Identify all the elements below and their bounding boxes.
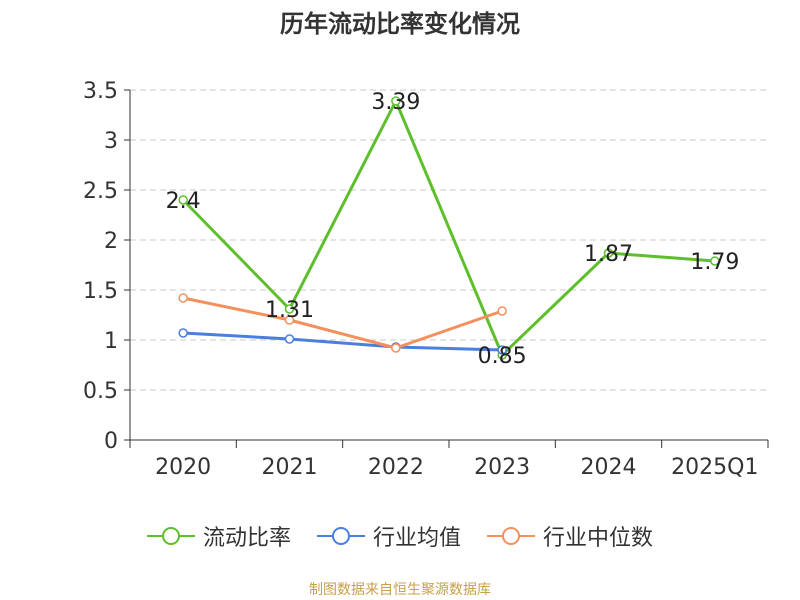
series-line-industry_avg: [183, 331, 503, 352]
data-point: [178, 328, 188, 338]
y-tick-label: 2: [104, 229, 118, 254]
x-tick-label: 2023: [474, 455, 530, 480]
y-tick-label: 3.5: [83, 79, 118, 104]
source-note: 制图数据来自恒生聚源数据库: [309, 582, 491, 598]
x-tick-label: 2021: [262, 455, 318, 480]
legend: 流动比率 行业均值 行业中位数: [0, 520, 800, 552]
data-point: [284, 304, 295, 314]
legend-label-industry-median: 行业中位数: [543, 526, 654, 551]
chart-title: 历年流动比率变化情况: [280, 10, 520, 38]
data-point: [284, 334, 295, 344]
legend-marker-industry-median: [487, 527, 535, 545]
y-tick-label: 1: [104, 329, 118, 354]
y-tick-label: 0: [104, 429, 118, 454]
series-line-industry_median: [182, 296, 503, 350]
data-label: 1.79: [690, 250, 739, 275]
y-tick-label: 0.5: [83, 379, 118, 404]
data-label: 1.31: [265, 298, 314, 323]
data-label: 2.4: [166, 189, 201, 214]
data-point: [603, 248, 614, 258]
data-point: [178, 195, 188, 205]
y-tick-label: 3: [104, 129, 118, 154]
series-line-current_ratio: [182, 99, 715, 357]
data-point: [284, 315, 295, 325]
data-point: [391, 96, 401, 106]
y-tick-label: 1.5: [83, 279, 118, 304]
legend-item-current-ratio[interactable]: 流动比率: [146, 520, 291, 552]
data-point: [497, 345, 507, 355]
x-tick-label: 2022: [368, 455, 424, 480]
legend-marker-industry-avg: [316, 527, 365, 545]
data-point: [497, 306, 507, 316]
legend-label-industry-avg: 行业均值: [372, 526, 461, 551]
data-point: [178, 293, 188, 303]
data-label: 1.87: [584, 242, 633, 267]
x-tick-label: 2020: [155, 455, 211, 480]
x-tick-label: 2025Q1: [671, 455, 758, 480]
data-label: 0.85: [478, 344, 527, 369]
legend-item-industry-avg[interactable]: 行业均值: [316, 520, 461, 552]
legend-item-industry-median[interactable]: 行业中位数: [487, 520, 653, 552]
y-tick-label: 2.5: [83, 179, 118, 204]
data-point: [710, 256, 720, 266]
data-label: 3.39: [371, 90, 420, 115]
legend-label-current-ratio: 流动比率: [202, 526, 291, 551]
x-tick-label: 2024: [581, 455, 637, 480]
legend-marker-current-ratio: [146, 527, 195, 545]
data-point: [391, 343, 401, 353]
